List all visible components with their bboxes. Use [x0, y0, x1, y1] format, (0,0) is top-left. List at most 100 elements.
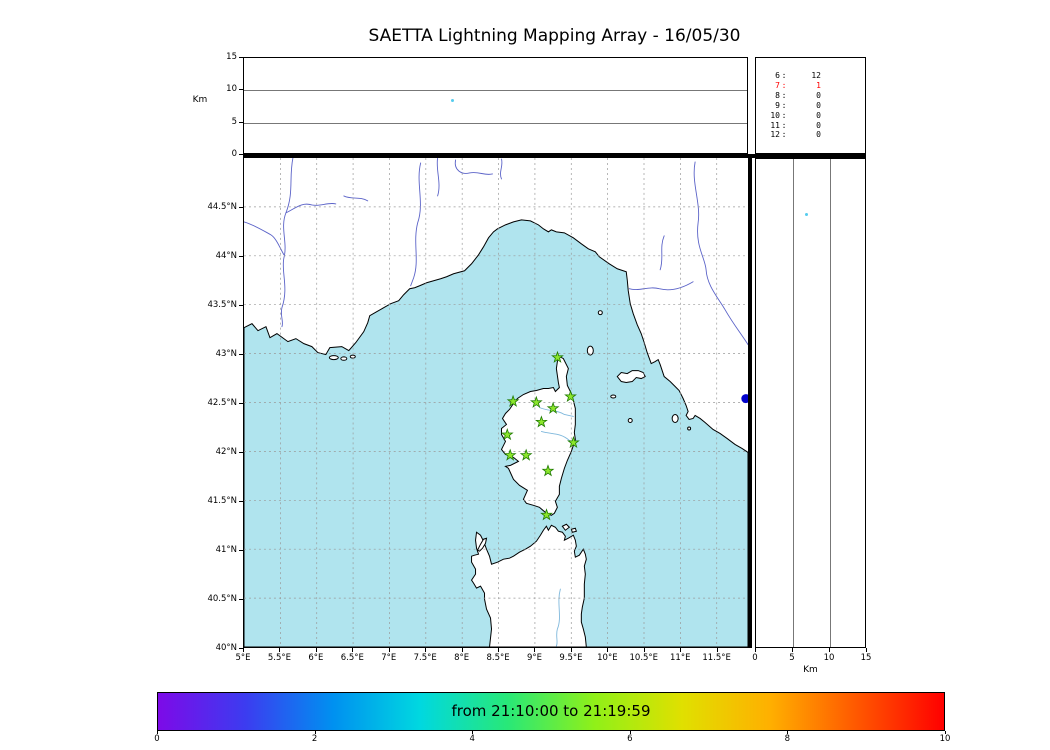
river: [555, 588, 561, 647]
colorbar-tick-label: 4: [469, 734, 475, 744]
lat-tick-mark: [239, 403, 243, 404]
gorgona-island: [597, 310, 603, 316]
profile-gridline: [793, 159, 794, 647]
lon-tick-label: 11°E: [670, 653, 691, 663]
lat-tick-mark: [239, 256, 243, 257]
altitude-longitude-panel: [243, 57, 748, 154]
lon-tick-label: 11.5°E: [702, 653, 731, 663]
river: [280, 158, 294, 328]
panel-divider-horizontal: [243, 154, 866, 158]
profile-tick-mark: [792, 648, 793, 652]
lon-tick-mark: [680, 648, 682, 652]
river: [628, 281, 694, 291]
profile-tick-mark: [829, 648, 830, 652]
lat-tick-mark: [239, 354, 243, 355]
lat-tick-label: 44°N: [215, 251, 237, 261]
count-text: 0: [816, 100, 821, 110]
lat-tick-label: 40.5°N: [207, 594, 237, 604]
altitude-source-point: [451, 99, 455, 103]
alt-tick-label: 5: [231, 116, 237, 127]
lon-tick-mark: [570, 648, 572, 652]
colorbar-gradient: [158, 693, 944, 730]
lat-tick-mark: [239, 599, 243, 600]
lat-tick-label: 43.5°N: [207, 300, 237, 310]
capraia-island: [586, 345, 594, 356]
river: [540, 430, 574, 443]
colorbar-tick-mark: [314, 731, 316, 734]
lon-tick-mark: [716, 648, 718, 652]
alt-tick-mark: [239, 121, 243, 123]
river: [436, 158, 440, 197]
lon-tick-label: 5.5°E: [267, 653, 291, 663]
colorbar-tick-label: 8: [784, 734, 791, 744]
porquerolles-island: [328, 355, 339, 361]
source-count-row: 6: 12: [766, 71, 859, 81]
lon-tick-mark: [607, 648, 609, 652]
profile-source-point: [805, 213, 809, 217]
source-count-row: 7: 1: [766, 81, 859, 91]
source-count-row: 9: 0: [766, 101, 859, 111]
river: [693, 161, 748, 346]
altitude-axis-label-bottom: Km: [803, 665, 818, 675]
profile-tick-label: 10: [823, 653, 835, 663]
river: [410, 162, 422, 287]
source-count-row: 8: 0: [766, 91, 859, 101]
asinara-island: [476, 537, 488, 552]
source-count-row: 10: 0: [766, 111, 859, 121]
count-text: 7: [775, 80, 780, 90]
count-text: :: [781, 130, 787, 140]
port-cros-island: [340, 356, 348, 361]
lon-tick-label: 10°E: [597, 653, 618, 663]
alt-tick-mark: [239, 89, 243, 91]
colorbar-tick-label: 6: [627, 734, 633, 744]
time-colorbar: from 21:10:00 to 21:19:59: [157, 692, 945, 731]
caprera-island: [570, 527, 577, 533]
lat-tick-label: 42.5°N: [207, 398, 237, 408]
count-text: 0: [816, 110, 821, 120]
sardinia-island: [470, 524, 587, 647]
profile-gridline: [830, 159, 831, 647]
source-counts-list: 6:12 7:1 8:0 9:0 10:0 11:0 12:0: [766, 71, 859, 140]
river: [244, 221, 285, 256]
river: [343, 195, 369, 202]
giglio-island: [671, 413, 679, 423]
lon-tick-label: 6°E: [308, 653, 324, 663]
colorbar-tick-label: 10: [939, 734, 951, 744]
lon-tick-label: 9°E: [526, 653, 542, 663]
count-text: 9: [775, 100, 780, 110]
alt-tick-label: 10: [226, 84, 237, 95]
alt-tick-label: 0: [231, 149, 237, 159]
source-count-row: 12: 0: [766, 130, 859, 140]
colorbar-tick-mark: [945, 731, 946, 734]
maddalena-island: [561, 523, 571, 531]
count-text: :: [781, 90, 787, 100]
lon-tick-mark: [279, 648, 281, 652]
profile-tick-label: 5: [789, 653, 795, 663]
count-text: 12: [811, 71, 821, 80]
profile-tick-label: 0: [752, 653, 758, 663]
giannutri-island: [687, 426, 692, 431]
lon-tick-mark: [534, 648, 536, 652]
lon-tick-mark: [643, 648, 645, 652]
lon-tick-label: 10.5°E: [629, 653, 659, 663]
lon-tick-label: 8°E: [454, 653, 470, 663]
river: [454, 159, 493, 175]
lon-tick-mark: [461, 648, 463, 652]
lon-tick-mark: [388, 648, 390, 652]
panel-divider-vertical: [748, 154, 752, 648]
profile-tick-mark: [755, 648, 756, 652]
lat-tick-label: 43°N: [215, 349, 237, 359]
river: [285, 203, 337, 214]
map-markers: [501, 351, 748, 520]
montecristo-island: [627, 417, 633, 423]
count-text: :: [781, 120, 787, 130]
alt-gridline: [244, 90, 747, 92]
count-text: 11: [770, 120, 780, 130]
lon-tick-mark: [315, 648, 317, 652]
colorbar-tick-mark: [157, 731, 158, 734]
lon-tick-mark: [498, 648, 500, 652]
lon-tick-mark: [425, 648, 427, 652]
lon-tick-mark: [243, 648, 244, 652]
source-counts-panel: 6:12 7:1 8:0 9:0 10:0 11:0 12:0: [755, 57, 866, 154]
count-text: 12: [770, 130, 780, 140]
